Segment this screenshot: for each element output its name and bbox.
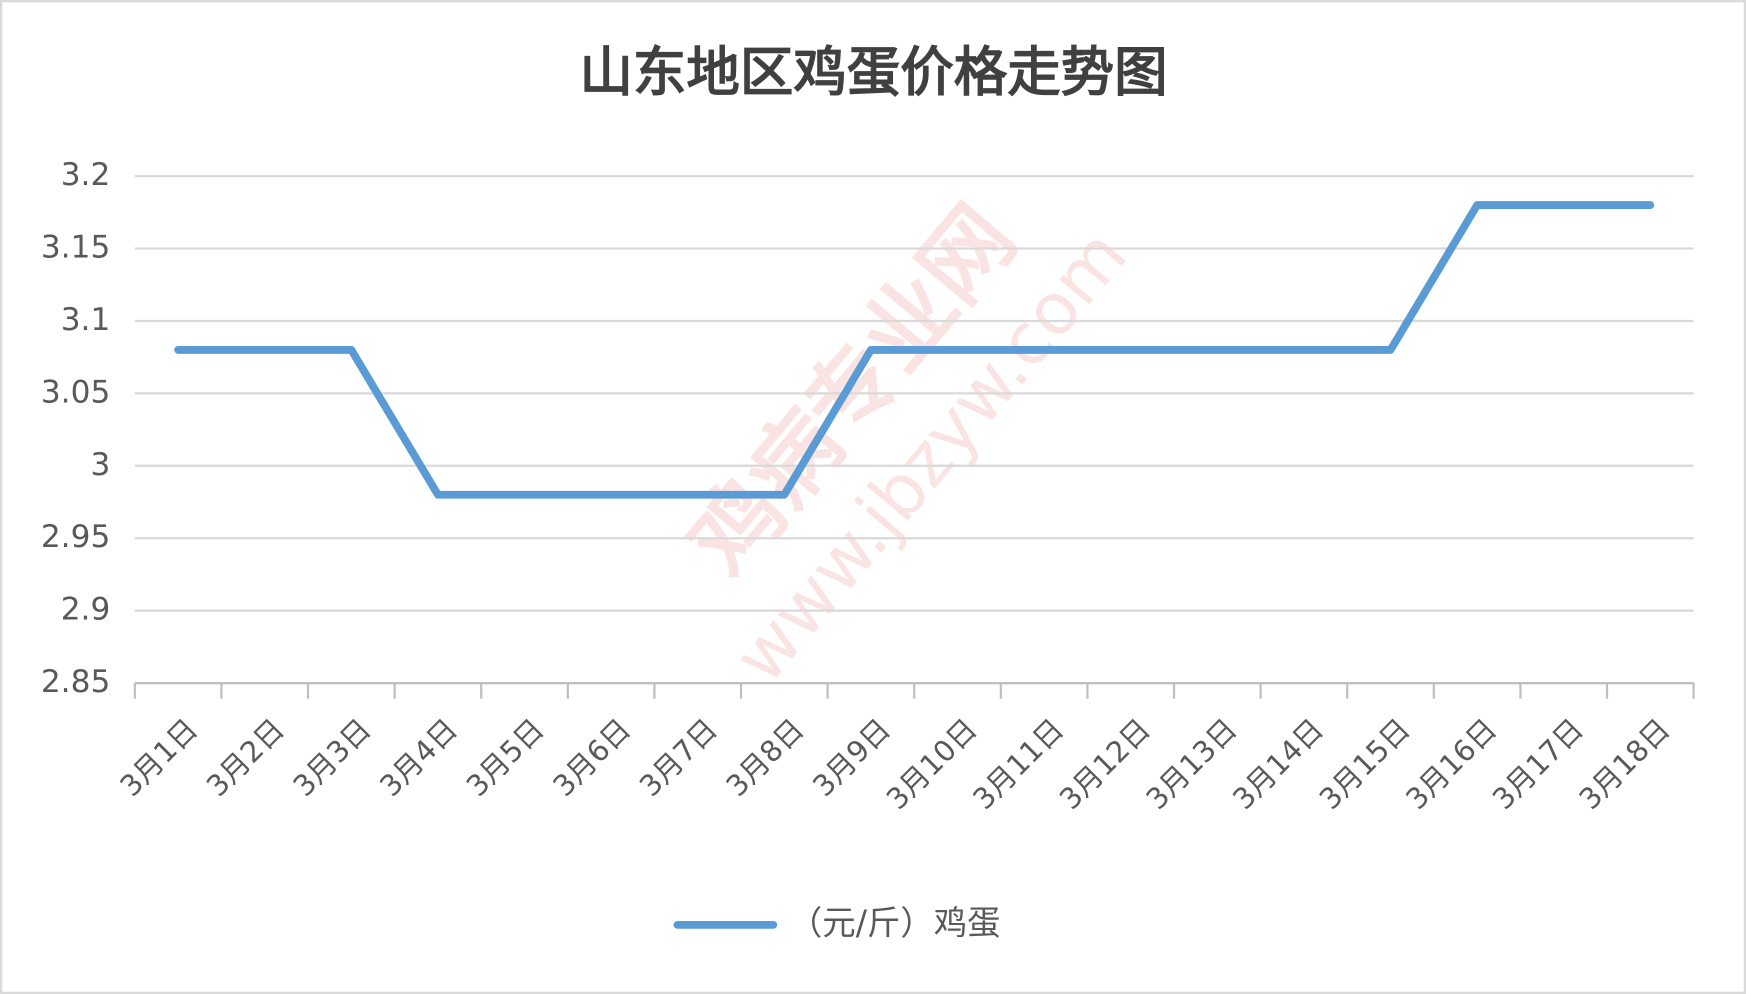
y-tick-label: 2.95 (41, 519, 110, 555)
y-tick-label: 3.05 (41, 374, 110, 410)
legend-label: （元/斤）鸡蛋 (789, 903, 1001, 942)
y-tick-label: 3.2 (61, 157, 111, 193)
y-tick-label: 3.1 (61, 302, 111, 338)
y-tick-label: 2.9 (61, 592, 111, 628)
line (174, 201, 1655, 499)
chart-title: 山东地区鸡蛋价格走势图 (579, 40, 1167, 103)
y-tick-label: 3.15 (41, 230, 110, 266)
y-tick-label: 3 (90, 447, 110, 483)
y-tick-label: 2.85 (41, 664, 110, 700)
